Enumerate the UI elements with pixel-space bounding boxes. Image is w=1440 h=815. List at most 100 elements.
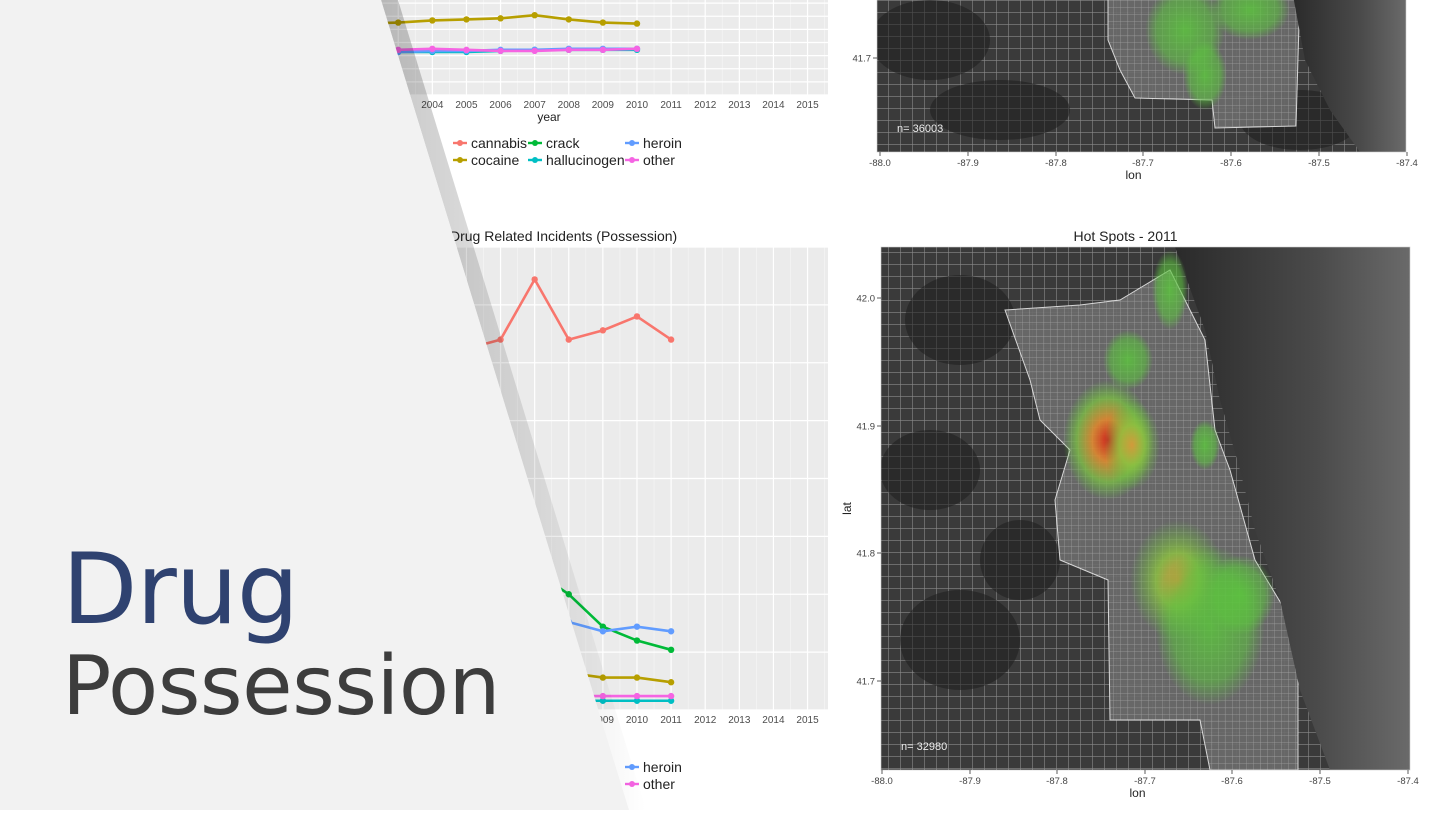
series-point-other bbox=[565, 692, 572, 700]
x-tick-label: 2015 bbox=[796, 715, 819, 726]
legend-label-cannabis: cannabis bbox=[471, 135, 527, 151]
series-point-crack bbox=[667, 646, 675, 654]
series-point-crack bbox=[633, 637, 641, 644]
map-hotspot bbox=[1103, 330, 1153, 390]
top-line-x-label: year bbox=[537, 110, 560, 124]
series-point-cocaine bbox=[531, 12, 538, 19]
series-point-cocaine bbox=[497, 15, 504, 22]
top-map-image bbox=[877, 0, 1406, 152]
legend-label-heroin: heroin bbox=[643, 759, 682, 775]
series-point-crack bbox=[531, 567, 538, 575]
map-y-tick-label: 41.9 bbox=[857, 422, 876, 433]
x-tick-label: 2009 bbox=[592, 715, 615, 726]
x-tick-label: 2015 bbox=[796, 100, 819, 111]
map-lake bbox=[1175, 247, 1410, 770]
legend-label-other: other bbox=[643, 152, 675, 168]
legend-dot-other bbox=[629, 157, 635, 163]
legend-dot-other bbox=[629, 781, 635, 787]
series-point-crack bbox=[463, 521, 470, 528]
map-hotspot bbox=[1205, 555, 1275, 635]
x-tick-label: 2012 bbox=[694, 715, 717, 726]
legend-dot-heroin bbox=[629, 140, 635, 146]
map-x-tick-label: -87.5 bbox=[1309, 776, 1331, 787]
map-hotspot bbox=[1190, 420, 1220, 470]
map-dark-area bbox=[900, 590, 1020, 690]
series-point-crack bbox=[395, 484, 402, 491]
map-x-tick-label: -87.9 bbox=[957, 158, 979, 169]
series-point-cocaine bbox=[565, 16, 572, 23]
series-point-cannabis bbox=[429, 336, 436, 343]
map-hotspot bbox=[1183, 40, 1227, 110]
series-point-cocaine bbox=[667, 679, 675, 686]
series-point-other bbox=[565, 46, 572, 54]
series-point-cocaine bbox=[599, 674, 607, 681]
map-x-tick-label: -87.6 bbox=[1220, 158, 1242, 169]
series-point-cannabis bbox=[497, 336, 504, 343]
map-x-tick-label: -88.0 bbox=[871, 776, 893, 787]
series-point-heroin bbox=[667, 628, 675, 635]
bottom-map-chart: n= 32980 -88.0 -87.9 -87.8 -87.7 -87.6 -87.5 -8… bbox=[840, 228, 1419, 800]
series-point-other bbox=[667, 692, 675, 700]
map-frame bbox=[880, 246, 1411, 771]
x-tick-label: 2006 bbox=[489, 100, 512, 111]
series-point-cocaine bbox=[565, 669, 572, 677]
x-tick-label: 2009 bbox=[592, 100, 615, 111]
map-y-tick-label: 41.7 bbox=[853, 54, 872, 65]
legend-dot-cocaine bbox=[457, 157, 463, 163]
map-y-tick-label: 42.0 bbox=[857, 294, 876, 305]
series-point-cannabis bbox=[599, 327, 607, 334]
series-point-cocaine bbox=[633, 674, 641, 681]
series-point-other bbox=[531, 47, 538, 55]
series-point-cannabis bbox=[565, 336, 572, 343]
series-point-cocaine bbox=[599, 19, 607, 26]
series-point-other bbox=[463, 46, 470, 54]
map-x-tick-label: -87.5 bbox=[1308, 158, 1330, 169]
series-point-other bbox=[599, 692, 607, 700]
map-dark-area bbox=[905, 275, 1015, 365]
series-point-other bbox=[395, 46, 402, 54]
map-y-label: lat bbox=[840, 502, 854, 515]
map-x-tick-label: -87.7 bbox=[1134, 776, 1156, 787]
series-point-cannabis bbox=[326, 336, 334, 343]
x-tick-label: 2010 bbox=[626, 715, 649, 726]
series-point-cocaine bbox=[463, 16, 470, 23]
series-point-crack bbox=[565, 591, 572, 598]
series-point-other bbox=[429, 45, 436, 52]
legend-label-cocaine: cocaine bbox=[471, 152, 519, 168]
map-x-label: lon bbox=[1129, 786, 1145, 800]
x-tick-label: 2014 bbox=[762, 715, 785, 726]
map-count-label: n= 36003 bbox=[897, 123, 943, 135]
series-point-crack bbox=[326, 466, 334, 473]
series-point-other bbox=[599, 46, 607, 54]
map-x-tick-label: -87.9 bbox=[959, 776, 981, 787]
map-y-tick-label: 41.7 bbox=[857, 677, 876, 688]
series-point-heroin bbox=[565, 618, 572, 626]
map-hotspot bbox=[1152, 250, 1188, 330]
map-x-tick-label: -87.4 bbox=[1397, 776, 1419, 787]
x-tick-label: 2004 bbox=[421, 100, 444, 111]
series-point-crack bbox=[360, 475, 368, 482]
series-point-other bbox=[497, 47, 504, 55]
map-dark-area bbox=[930, 80, 1070, 140]
x-tick-label: 2011 bbox=[660, 715, 682, 726]
top-line-chart: 2004 2005 2006 2007 2008 2009 2010 2011 2012 2013… bbox=[326, 0, 828, 168]
series-point-cocaine bbox=[360, 20, 368, 27]
x-tick-label: 2013 bbox=[728, 715, 751, 726]
series-point-crack bbox=[429, 498, 436, 505]
map-hotspot bbox=[1104, 400, 1160, 490]
bottom-line-title: Drug Related Incidents (Possession) bbox=[450, 228, 677, 244]
series-point-cannabis bbox=[463, 345, 470, 353]
legend-dot-heroin bbox=[629, 764, 635, 770]
series-point-cannabis bbox=[360, 341, 368, 348]
series-point-cocaine bbox=[531, 665, 538, 672]
legend-label-heroin: heroin bbox=[643, 135, 682, 151]
slide-title: Drug Possession bbox=[62, 540, 500, 734]
series-point-cannabis bbox=[531, 276, 538, 283]
legend-label-other: other bbox=[643, 776, 675, 792]
series-point-cocaine bbox=[326, 21, 334, 28]
series-point-heroin bbox=[599, 628, 607, 635]
legend-label-hallucinogen: hallucinogen bbox=[546, 152, 625, 168]
series-point-cocaine bbox=[395, 19, 402, 26]
series-point-cannabis bbox=[633, 313, 641, 320]
bottom-map-image bbox=[881, 247, 1410, 770]
